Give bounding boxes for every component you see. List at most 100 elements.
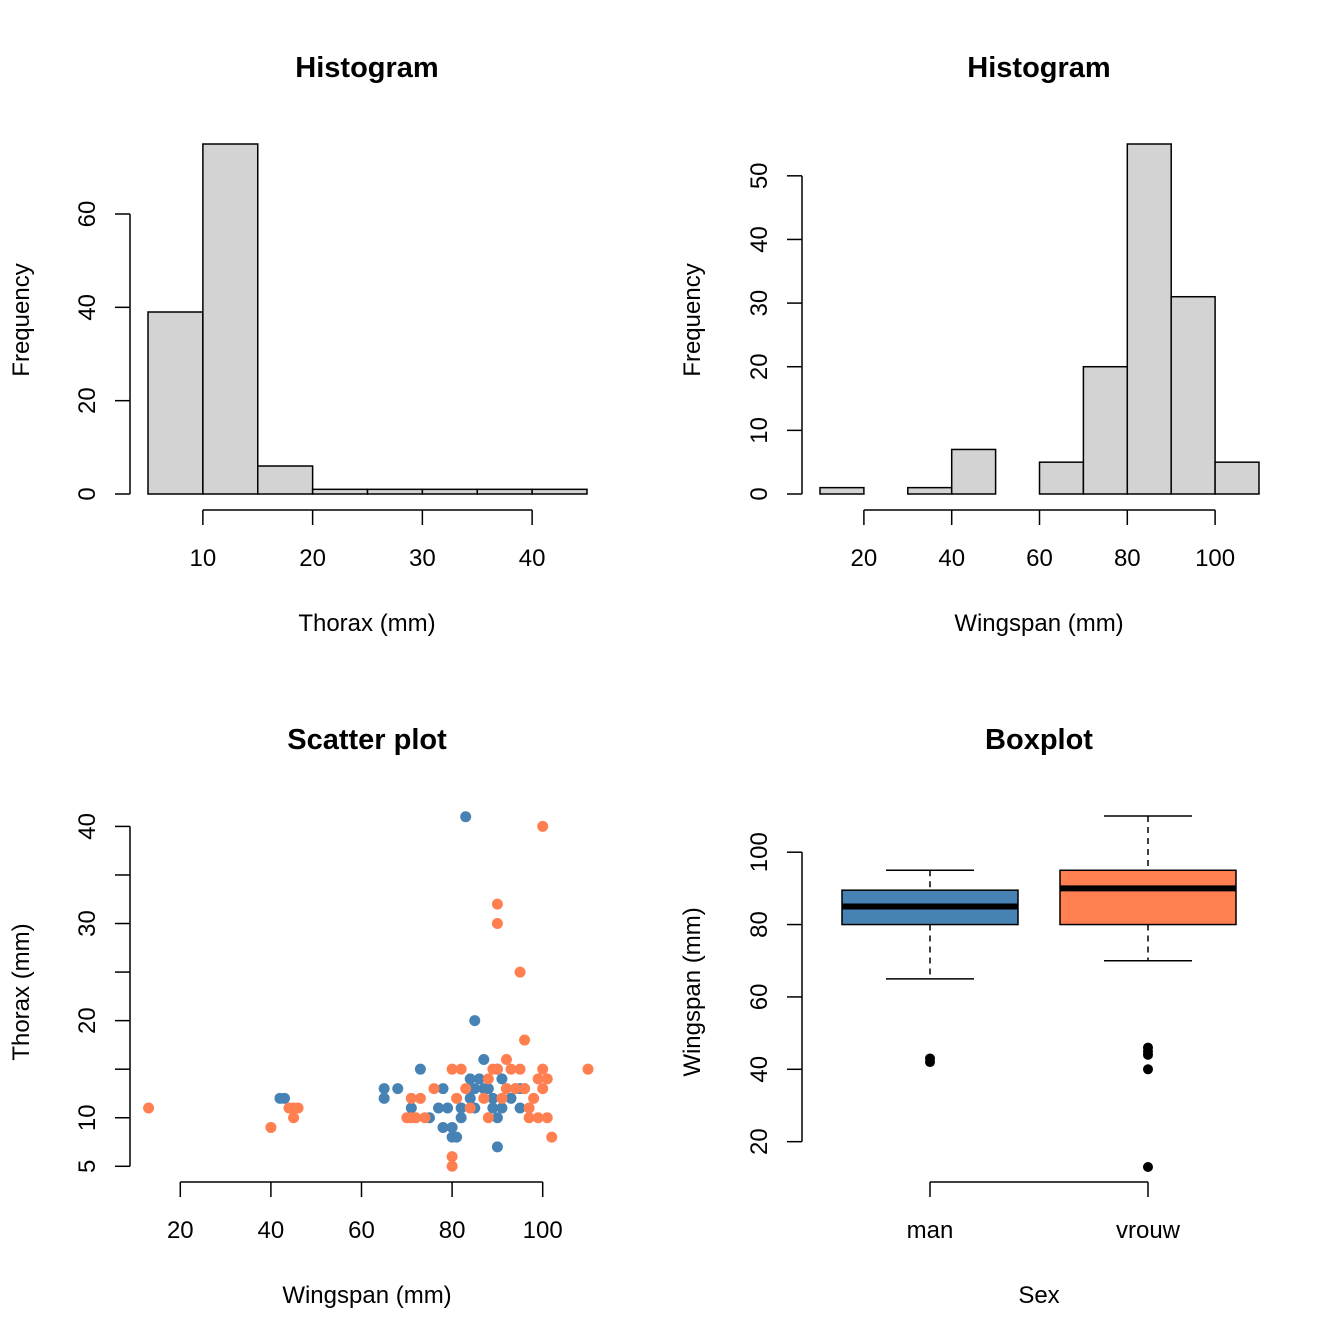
x-tick-label: 100 <box>1195 545 1235 572</box>
histogram-bar <box>1082 365 1129 495</box>
y-tick-label: 10 <box>74 1104 101 1131</box>
scatter-point-vrouw <box>482 1073 494 1085</box>
scatter-point-man <box>437 1083 449 1095</box>
scatter-point-man <box>478 1053 490 1065</box>
scatter-point-vrouw <box>143 1102 155 1114</box>
outlier-point <box>1143 1042 1153 1053</box>
scatter-point-man <box>437 1121 449 1133</box>
scatter-point-man <box>496 1102 508 1114</box>
scatter-point-vrouw <box>514 1063 526 1075</box>
outlier-point <box>1143 1162 1153 1172</box>
x-tick-label: man <box>907 1217 954 1244</box>
wingspan-histogram-panel: Histogram Wingspan (mm) Frequency 20 40 60… <box>679 52 1260 637</box>
x-axis-label: Thorax (mm) <box>298 610 435 637</box>
scatter-point-man <box>482 1083 494 1095</box>
scatter-point-vrouw <box>265 1121 277 1133</box>
scatter-point-vrouw <box>482 1112 494 1124</box>
y-axis-label: Thorax (mm) <box>8 923 35 1060</box>
chart-title: Histogram <box>967 52 1110 84</box>
scatter-point-vrouw <box>514 966 526 978</box>
y-tick-label: 0 <box>746 487 773 500</box>
scatter-point-vrouw <box>491 1063 503 1075</box>
scatter-point-vrouw <box>510 1083 522 1095</box>
histogram-bar <box>1214 461 1260 495</box>
y-tick-label: 30 <box>746 290 773 317</box>
scatter-point-vrouw <box>478 1092 490 1104</box>
y-tick-label: 60 <box>746 984 773 1011</box>
scatter-point-vrouw <box>496 1092 508 1104</box>
y-axis-label: Frequency <box>8 263 35 376</box>
histogram-bar <box>476 488 533 495</box>
y-tick-label: 20 <box>74 387 101 414</box>
scatter-point-vrouw <box>537 1063 549 1075</box>
scatter-point-vrouw <box>414 1092 426 1104</box>
scatter-point-man <box>464 1092 476 1104</box>
box-vrouw <box>1059 869 1237 926</box>
histogram-bar <box>1170 295 1216 495</box>
scatter-point-vrouw <box>491 898 503 910</box>
scatter-point-man <box>460 811 472 823</box>
scatter-point-vrouw <box>446 1160 458 1172</box>
scatter-point-vrouw <box>541 1073 553 1085</box>
scatter-point-vrouw <box>288 1112 300 1124</box>
scatter-point-man <box>496 1073 508 1085</box>
histogram-bar <box>950 448 997 495</box>
scatter-point-vrouw <box>537 820 549 832</box>
histogram-bar <box>1038 461 1085 495</box>
boxplot-panel: Boxplot Sex Wingspan (mm) man vrouw 20 40 60… <box>679 724 1237 1309</box>
x-tick-label: 100 <box>523 1217 563 1244</box>
histogram-bar <box>819 486 865 495</box>
scatter-point-vrouw <box>464 1102 476 1114</box>
histogram-bar <box>1126 143 1172 495</box>
x-tick-label: 60 <box>348 1217 375 1244</box>
scatter-point-man <box>455 1112 467 1124</box>
scatter-point-vrouw <box>532 1073 544 1085</box>
y-tick-label: 20 <box>74 1007 101 1034</box>
x-tick-label: 10 <box>190 545 217 572</box>
x-tick-label: 40 <box>519 545 546 572</box>
x-tick-label: 40 <box>258 1217 285 1244</box>
x-tick-label: 80 <box>439 1217 466 1244</box>
scatter-point-vrouw <box>519 1083 531 1095</box>
y-tick-label: 80 <box>746 911 773 938</box>
scatter-point-man <box>464 1073 476 1085</box>
histogram-bar <box>421 488 478 495</box>
y-axis-label: Wingspan (mm) <box>679 907 706 1076</box>
scatter-point-vrouw <box>500 1083 512 1095</box>
scatter-point-man <box>514 1102 526 1114</box>
chart-title: Boxplot <box>985 724 1093 756</box>
outlier-point <box>925 1053 935 1064</box>
x-axis-label: Wingspan (mm) <box>954 610 1123 637</box>
scatter-point-vrouw <box>582 1063 594 1075</box>
y-tick-label: 10 <box>746 417 773 444</box>
scatter-point-man <box>433 1102 445 1114</box>
x-tick-label: 20 <box>167 1217 194 1244</box>
scatter-plot-panel: Scatter plot Wingspan (mm) Thorax (mm) 2… <box>8 724 594 1309</box>
histogram-bar <box>311 488 369 495</box>
scatter-point-vrouw <box>405 1092 417 1104</box>
scatter-point-man <box>378 1092 390 1104</box>
y-tick-label: 100 <box>746 832 773 872</box>
histogram-bar <box>366 488 424 495</box>
histogram-bar <box>257 465 314 495</box>
scatter-point-man <box>405 1102 417 1114</box>
scatter-point-vrouw <box>419 1112 431 1124</box>
scatter-point-man <box>469 1083 481 1095</box>
y-tick-label: 40 <box>74 813 101 840</box>
x-tick-label: 40 <box>938 545 965 572</box>
thorax-histogram-panel: Histogram Thorax (mm) Frequency 10 20 30 40… <box>8 52 588 637</box>
scatter-point-man <box>455 1102 467 1114</box>
chart-title: Scatter plot <box>287 724 447 756</box>
y-tick-label: 5 <box>74 1160 101 1173</box>
y-tick-label: 20 <box>746 353 773 380</box>
scatter-point-man <box>469 1015 481 1027</box>
x-axis-label: Wingspan (mm) <box>282 1282 451 1309</box>
x-axis-label: Sex <box>1018 1282 1059 1309</box>
histogram-bar <box>907 486 953 495</box>
scatter-point-vrouw <box>451 1092 463 1104</box>
scatter-point-vrouw <box>505 1063 517 1075</box>
scatter-point-vrouw <box>500 1053 512 1065</box>
scatter-point-vrouw <box>546 1131 558 1143</box>
scatter-point-man <box>491 1112 503 1124</box>
